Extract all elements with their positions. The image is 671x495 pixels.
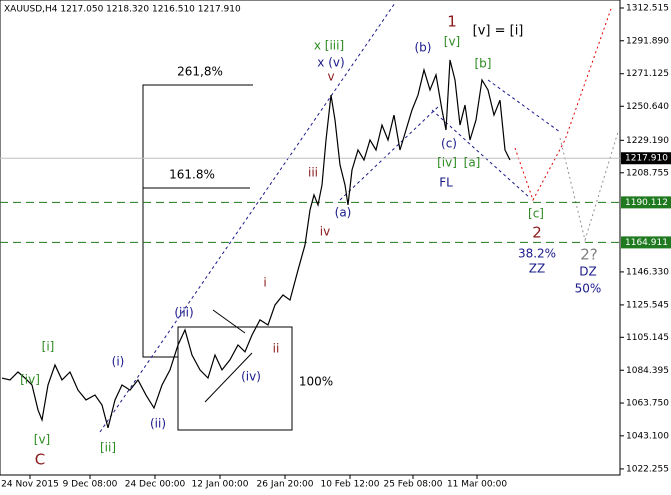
wave-label: (i) — [112, 355, 125, 369]
wave-label: ZZ — [529, 262, 545, 276]
wave-label: [b] — [475, 57, 492, 71]
y-tick-label: 1208.755 — [626, 168, 669, 178]
wave-label: ii — [273, 342, 280, 356]
wave-label: 2? — [580, 246, 598, 264]
chart-title: XAUUSD,H4 1217.050 1218.320 1216.510 121… — [4, 5, 241, 15]
forecast-gray — [559, 131, 619, 242]
wave-label: v — [327, 70, 334, 84]
price-line — [1, 59, 511, 429]
level-label-bg — [621, 236, 671, 249]
x-tick-label: 11 Mar 00:00 — [447, 480, 507, 490]
level-label-bg — [621, 152, 671, 165]
wave-label: [i] — [42, 340, 55, 354]
wave-label: 100% — [299, 375, 333, 389]
wave-label: 161.8% — [169, 168, 215, 182]
y-tick-label: 1291.890 — [626, 36, 669, 46]
y-tick-label: 1312.515 — [626, 4, 669, 14]
level-label: 1164.911 — [625, 238, 668, 248]
plot-frame — [0, 0, 621, 476]
wave-label: (c) — [441, 137, 457, 151]
wave-label: DZ — [579, 265, 596, 279]
wave-label: iii — [308, 166, 318, 180]
wave-label: (iii) — [174, 306, 193, 320]
y-tick-label: 1146.330 — [626, 267, 669, 277]
wave-label: 2 — [532, 224, 542, 242]
level-label: 1190.112 — [625, 198, 668, 208]
fib-lines — [142, 84, 293, 431]
wave-label: (iv) — [241, 370, 261, 384]
y-tick-label: 1250.640 — [626, 102, 669, 112]
channel-lines — [99, 2, 561, 433]
wave-label: C — [35, 451, 45, 469]
wave-label: [c] — [528, 207, 544, 221]
y-tick-label: 1022.255 — [626, 464, 669, 474]
y-tick-label: 1105.145 — [626, 333, 669, 343]
wave-label: (ii) — [150, 417, 166, 431]
level-label-bg — [621, 196, 671, 209]
level-label: 1217.910 — [625, 154, 668, 164]
wave-label: x (v) — [317, 56, 344, 70]
wave-label: x [iii] — [314, 39, 344, 53]
x-tick-label: 10 Feb 12:00 — [320, 480, 379, 490]
wave-label: (b) — [415, 41, 432, 55]
wave-label: 50% — [575, 282, 602, 296]
wave-label: [v] — [34, 433, 50, 447]
wave-label: [ii] — [100, 441, 116, 455]
y-tick-label: 1043.100 — [626, 431, 669, 441]
y-tick-label: 1229.190 — [626, 136, 669, 146]
wave-label: (a) — [335, 206, 352, 220]
x-tick-label: 25 Feb 08:00 — [383, 480, 442, 490]
y-tick-label: 1063.750 — [626, 399, 669, 409]
wave-label: FL — [439, 176, 453, 190]
wave-label: 1 — [447, 13, 457, 31]
x-tick-label: 9 Dec 08:00 — [63, 480, 118, 490]
x-tick-label: 26 Jan 20:00 — [257, 480, 314, 490]
wave-label: [iv] — [437, 156, 457, 170]
x-tick-label: 24 Nov 2015 — [1, 480, 59, 490]
wave-label: iv — [320, 225, 330, 239]
wave-label: [a] — [464, 156, 481, 170]
wave-label: [v] = [i] — [473, 24, 524, 39]
wave-label: [v] — [444, 35, 460, 49]
x-tick-label: 24 Dec 00:00 — [125, 480, 186, 490]
y-tick-label: 1084.395 — [626, 366, 669, 376]
y-tick-label: 1125.545 — [626, 300, 669, 310]
wave-label: i — [263, 276, 266, 290]
wave-label: 38.2% — [518, 247, 556, 261]
y-tick-label: 1271.125 — [626, 69, 669, 79]
x-tick-label: 12 Jan 00:00 — [192, 480, 249, 490]
wave-label: [iv] — [20, 373, 40, 387]
wave-label: 261,8% — [177, 65, 223, 79]
